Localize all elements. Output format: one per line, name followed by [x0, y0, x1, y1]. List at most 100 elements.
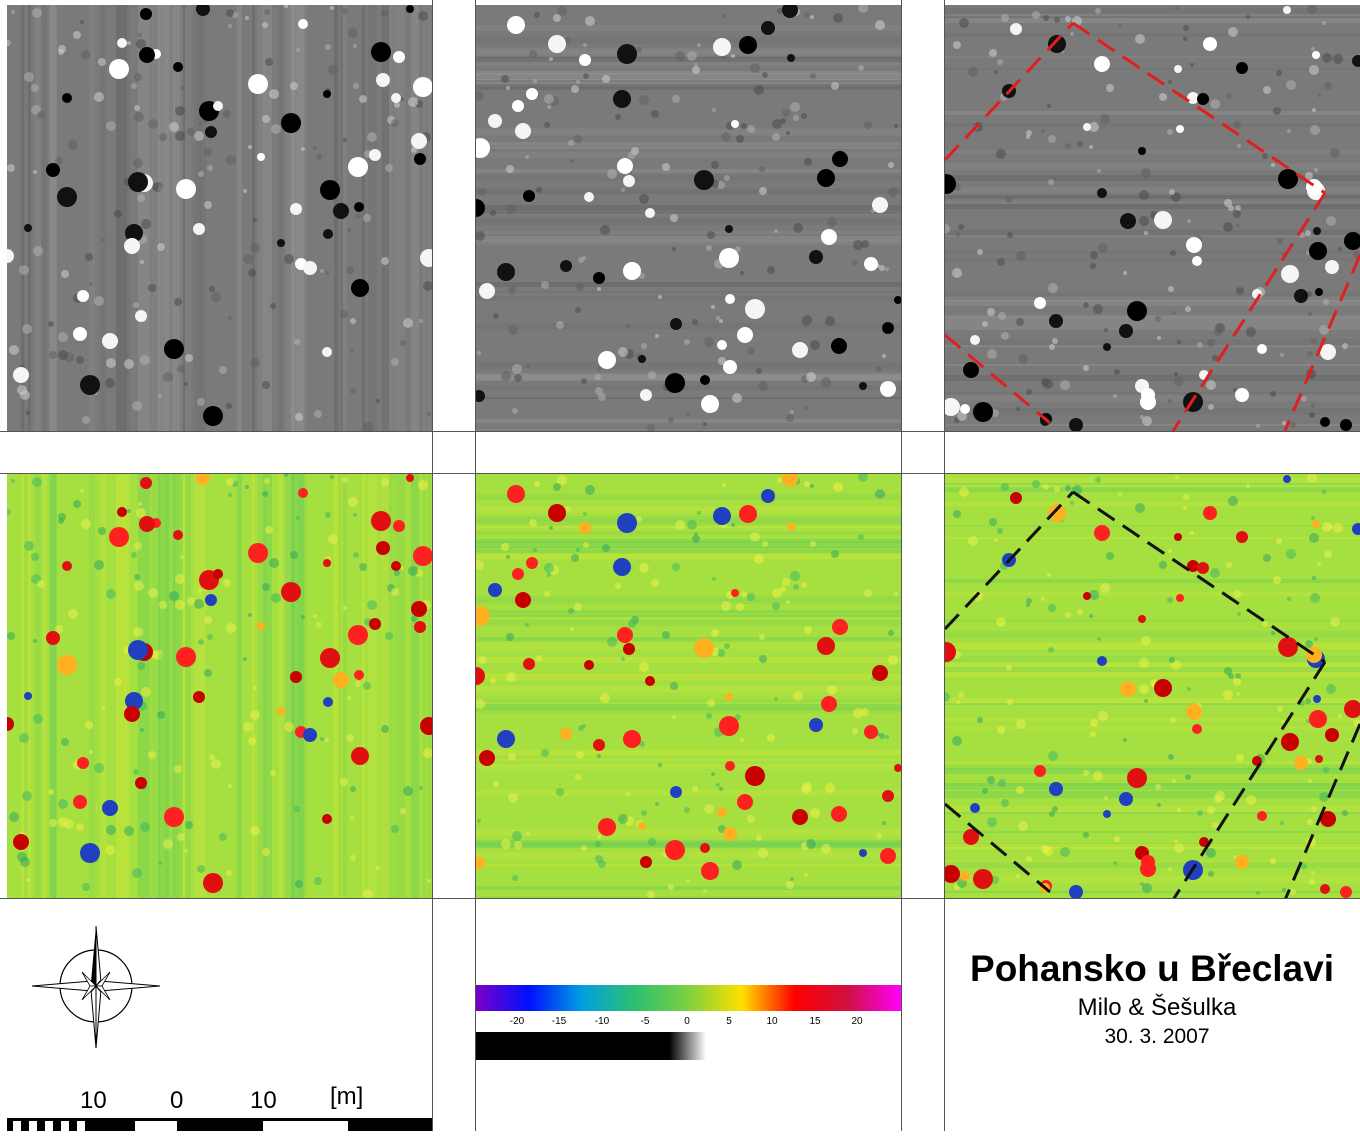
anomaly-blob [617, 44, 637, 64]
texture-speck [133, 627, 143, 637]
texture-speck [831, 82, 839, 90]
anomaly-blob [701, 862, 719, 880]
texture-stripe [125, 5, 130, 431]
texture-speck [1312, 576, 1316, 580]
texture-speck [1233, 678, 1241, 686]
texture-stripe [945, 300, 1360, 306]
texture-speck [1226, 562, 1232, 568]
texture-speck [1314, 637, 1318, 641]
texture-speck [26, 411, 30, 415]
texture-speck [882, 354, 886, 358]
anomaly-blob [617, 513, 637, 533]
anomaly-blob [725, 225, 733, 233]
texture-speck [692, 786, 698, 792]
anomaly-blob [1312, 520, 1320, 528]
texture-speck [290, 551, 298, 559]
color-panel-1 [7, 474, 432, 898]
anomaly-blob [1119, 324, 1133, 338]
texture-stripe [945, 195, 1360, 201]
texture-speck [977, 717, 983, 723]
texture-speck [1141, 168, 1151, 178]
texture-speck [1308, 312, 1312, 316]
texture-speck [138, 33, 142, 37]
texture-speck [583, 73, 589, 79]
interpretation-dashed-line [945, 490, 1075, 631]
anomaly-blob [507, 16, 525, 34]
texture-stripe [194, 474, 202, 898]
anomaly-blob [1283, 475, 1291, 483]
texture-speck [394, 570, 400, 576]
texture-speck [885, 267, 889, 271]
anomaly-blob [1235, 388, 1249, 402]
texture-speck [953, 510, 961, 518]
texture-speck [801, 113, 807, 119]
texture-speck [825, 316, 835, 326]
anomaly-blob [1344, 700, 1360, 718]
anomaly-blob [369, 149, 381, 161]
texture-speck [198, 589, 202, 593]
texture-speck [724, 175, 730, 181]
texture-speck [1032, 480, 1040, 488]
texture-speck [148, 588, 158, 598]
texture-speck [180, 86, 184, 90]
texture-speck [198, 121, 202, 125]
texture-speck [265, 526, 273, 534]
texture-speck [353, 44, 357, 48]
texture-stripe [476, 708, 901, 713]
texture-stripe [945, 339, 1360, 346]
texture-stripe [476, 79, 901, 86]
texture-speck [284, 474, 288, 477]
texture-speck [600, 225, 610, 235]
texture-speck [226, 478, 234, 486]
texture-stripe [283, 5, 295, 431]
texture-speck [1338, 714, 1342, 718]
texture-speck [418, 11, 428, 21]
texture-speck [76, 356, 84, 364]
anomaly-blob [1010, 23, 1022, 35]
texture-speck [858, 474, 868, 482]
texture-speck [1271, 631, 1275, 635]
anomaly-blob [831, 338, 847, 354]
anomaly-blob [960, 404, 970, 414]
texture-speck [1236, 224, 1240, 228]
texture-speck [651, 579, 659, 587]
interpretation-dashed-line [1283, 254, 1360, 431]
texture-speck [264, 478, 270, 484]
texture-speck [735, 246, 741, 252]
anomaly-blob [479, 750, 495, 766]
anomaly-blob [124, 238, 140, 254]
texture-speck [394, 102, 400, 108]
anomaly-blob [640, 856, 652, 868]
texture-speck [1330, 148, 1340, 158]
anomaly-blob [205, 594, 217, 606]
anomaly-blob [406, 5, 414, 13]
texture-speck [1314, 168, 1318, 172]
texture-speck [595, 855, 603, 863]
texture-stripe [945, 111, 1360, 115]
texture-stripe [49, 474, 57, 898]
anomaly-blob [1069, 885, 1083, 898]
texture-speck [1065, 16, 1071, 22]
colorbar-tick-label: 15 [809, 1016, 821, 1027]
texture-speck [1327, 524, 1333, 530]
anomaly-blob [584, 192, 594, 202]
texture-stripe [945, 877, 1360, 883]
texture-speck [1172, 311, 1176, 315]
anomaly-blob [512, 568, 524, 580]
anomaly-blob [970, 335, 980, 345]
texture-speck [707, 699, 715, 707]
anomaly-blob [745, 299, 765, 319]
texture-speck [512, 831, 522, 841]
texture-stripe [476, 764, 901, 769]
texture-speck [1049, 811, 1055, 817]
texture-speck [602, 544, 610, 552]
texture-stripe [945, 204, 1360, 209]
texture-speck [94, 763, 104, 773]
texture-speck [1310, 593, 1320, 603]
texture-speck [821, 844, 831, 854]
texture-speck [703, 889, 707, 893]
texture-speck [114, 210, 122, 218]
texture-stripe [945, 672, 1360, 677]
texture-stripe [945, 667, 1360, 672]
colorbar-tick-label: -5 [640, 1016, 650, 1027]
